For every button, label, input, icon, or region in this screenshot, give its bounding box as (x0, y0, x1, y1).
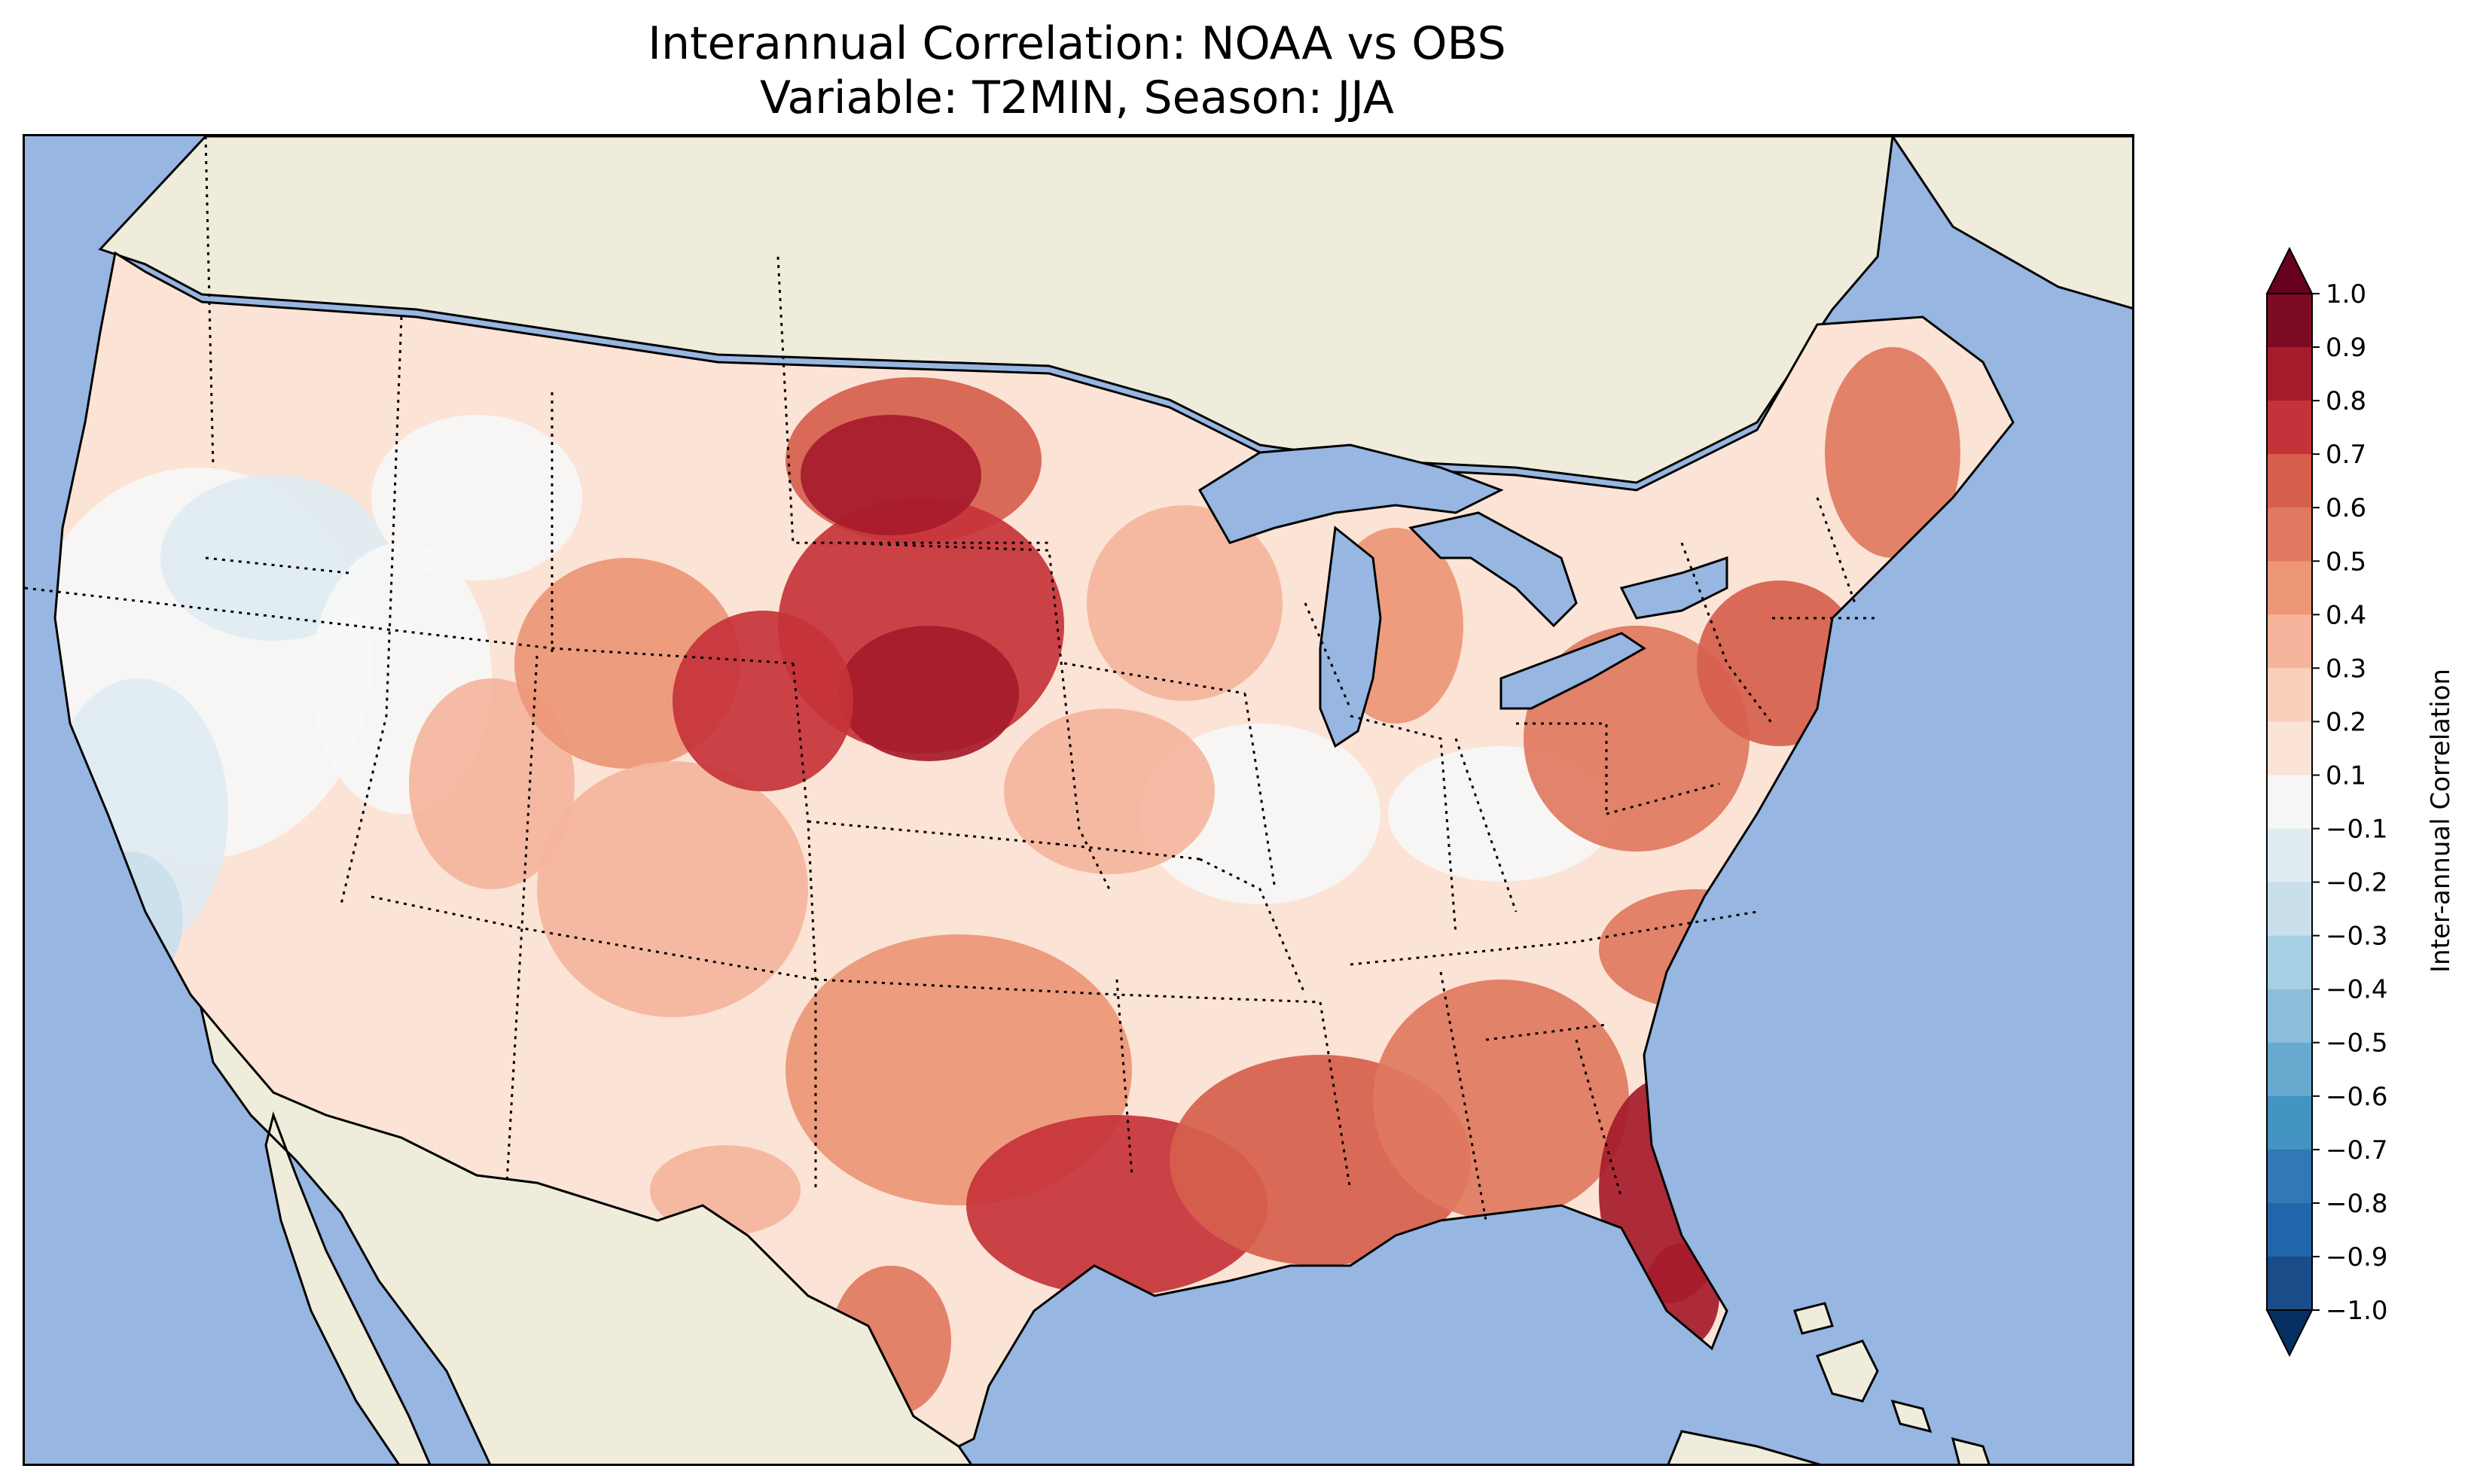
colorbar-tick-label: 0.5 (2326, 547, 2366, 577)
colorbar-tick-label: 0.8 (2326, 386, 2366, 416)
colorbar-swatch (2267, 828, 2312, 883)
colorbar-swatch (2267, 989, 2312, 1044)
colorbar-tick-label: −0.6 (2326, 1082, 2388, 1112)
correlation-contour-region (1825, 347, 1960, 558)
colorbar-extend-min (2265, 1309, 2314, 1358)
colorbar-tick-label: −1.0 (2326, 1296, 2388, 1326)
colorbar-swatch (2267, 935, 2312, 990)
colorbar-tick-label: −0.9 (2326, 1242, 2388, 1272)
colorbar-tick-label: 0.4 (2326, 600, 2366, 630)
island-outlines (1667, 1302, 1990, 1464)
colorbar-swatch (2267, 721, 2312, 776)
colorbar-swatch (2267, 1149, 2312, 1204)
correlation-contour-region (537, 761, 808, 1017)
correlation-contour-region (1087, 505, 1283, 701)
colorbar-tick-label: 0.3 (2326, 654, 2366, 684)
colorbar-extend-max (2265, 246, 2314, 294)
colorbar-swatch (2267, 1256, 2312, 1311)
correlation-contour-region (1373, 980, 1629, 1220)
colorbar-tick-label: 0.7 (2326, 440, 2366, 470)
colorbar-tick-label: 0.2 (2326, 707, 2366, 737)
colorbar-tick-label: −0.2 (2326, 868, 2388, 898)
us-coastline (53, 251, 2015, 1448)
correlation-map (25, 136, 2132, 1464)
colorbar-tick-label: 0.6 (2326, 493, 2366, 523)
colorbar-border (2266, 293, 2313, 1311)
colorbar-swatch (2267, 347, 2312, 401)
colorbar-swatch (2267, 614, 2312, 669)
great-lakes (1197, 443, 1728, 748)
colorbar-tick-label: −0.5 (2326, 1028, 2388, 1059)
colorbar-swatch (2267, 882, 2312, 937)
colorbar-tick-label: 1.0 (2326, 279, 2366, 309)
colorbar-tick-label: 0.1 (2326, 760, 2366, 791)
colorbar-swatch (2267, 454, 2312, 508)
colorbar-swatch (2267, 561, 2312, 615)
correlation-contour-region (801, 415, 981, 535)
chart-subtitle: Variable: T2MIN, Season: JJA (760, 72, 1394, 124)
colorbar-label: Inter-annual Correlation (2426, 669, 2456, 973)
chart-title: Interannual Correlation: NOAA vs OBS (648, 17, 1506, 70)
colorbar-swatch (2267, 1095, 2312, 1150)
colorbar-swatch (2267, 1042, 2312, 1097)
state-borders (25, 136, 1878, 1221)
correlation-contour-region (371, 415, 582, 580)
correlation-contour-region (838, 626, 1019, 761)
colorbar-swatch (2267, 507, 2312, 562)
colorbar-tick-label: −0.7 (2326, 1135, 2388, 1166)
colorbar-tick-label: −0.8 (2326, 1189, 2388, 1219)
colorbar-swatch (2267, 294, 2312, 348)
colorbar-swatch (2267, 1202, 2312, 1257)
correlation-contour-region (1004, 708, 1215, 874)
colorbar-swatch (2267, 775, 2312, 830)
colorbar-tick-label: 0.9 (2326, 333, 2366, 363)
map-panel (23, 134, 2134, 1466)
colorbar-swatch (2267, 668, 2312, 722)
colorbar-tick-label: −0.4 (2326, 975, 2388, 1005)
correlation-contour-region (673, 611, 853, 791)
colorbar-tick-label: −0.3 (2326, 922, 2388, 952)
colorbar-tick-label: −0.1 (2326, 815, 2388, 845)
colorbar-swatch (2267, 401, 2312, 455)
